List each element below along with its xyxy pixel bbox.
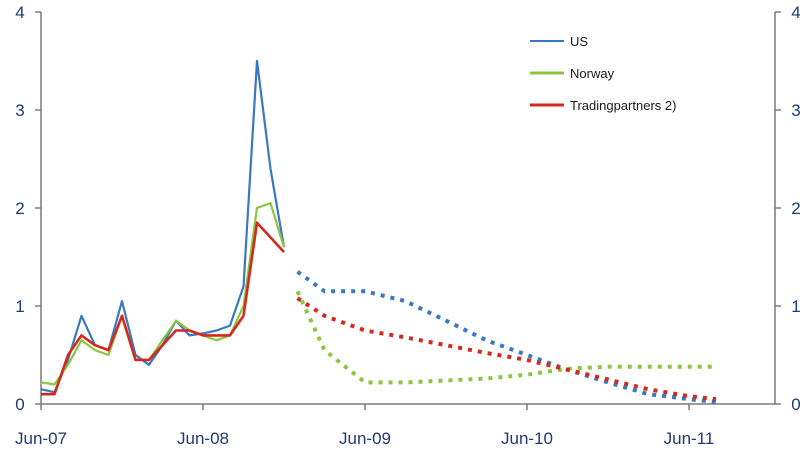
series-norway (40, 202, 716, 386)
y-tick-label-right: 4 (791, 3, 800, 22)
x-tick-label: Jun-10 (501, 429, 553, 448)
x-tick-label: Jun-11 (664, 429, 715, 448)
x-tick-label: Jun-08 (177, 429, 229, 448)
series-tradingpartners-2 (41, 221, 717, 402)
series-line-observed (41, 221, 285, 396)
y-tick-label-left: 4 (15, 3, 24, 22)
y-tick-label-right: 0 (791, 395, 800, 414)
x-tick-label: Jun-09 (339, 429, 391, 448)
chart-series (40, 59, 717, 404)
series-line-forecast (296, 270, 717, 404)
series-line-forecast (295, 290, 716, 385)
series-line-observed (40, 202, 286, 386)
y-tick-label-left: 0 (15, 395, 24, 414)
chart-legend: US Norway Tradingpartners 2) (530, 34, 676, 113)
y-tick-label-right: 2 (791, 199, 800, 218)
legend-label: Tradingpartners 2) (570, 98, 676, 113)
y-tick-label-left: 2 (15, 199, 24, 218)
chart-axes: 0 0 1 1 2 2 3 3 4 4 Jun-07 Jun-08 Jun-09 Jun-10 Jun-11 (15, 3, 800, 448)
x-tick-label: Jun-07 (15, 429, 67, 448)
y-tick-label-right: 1 (791, 297, 800, 316)
series-line-forecast (296, 296, 717, 402)
legend-label: Norway (570, 66, 615, 81)
y-tick-label-left: 3 (15, 101, 24, 120)
legend-label: US (570, 34, 588, 49)
y-tick-label-left: 1 (15, 297, 24, 316)
y-tick-label-right: 3 (791, 101, 800, 120)
